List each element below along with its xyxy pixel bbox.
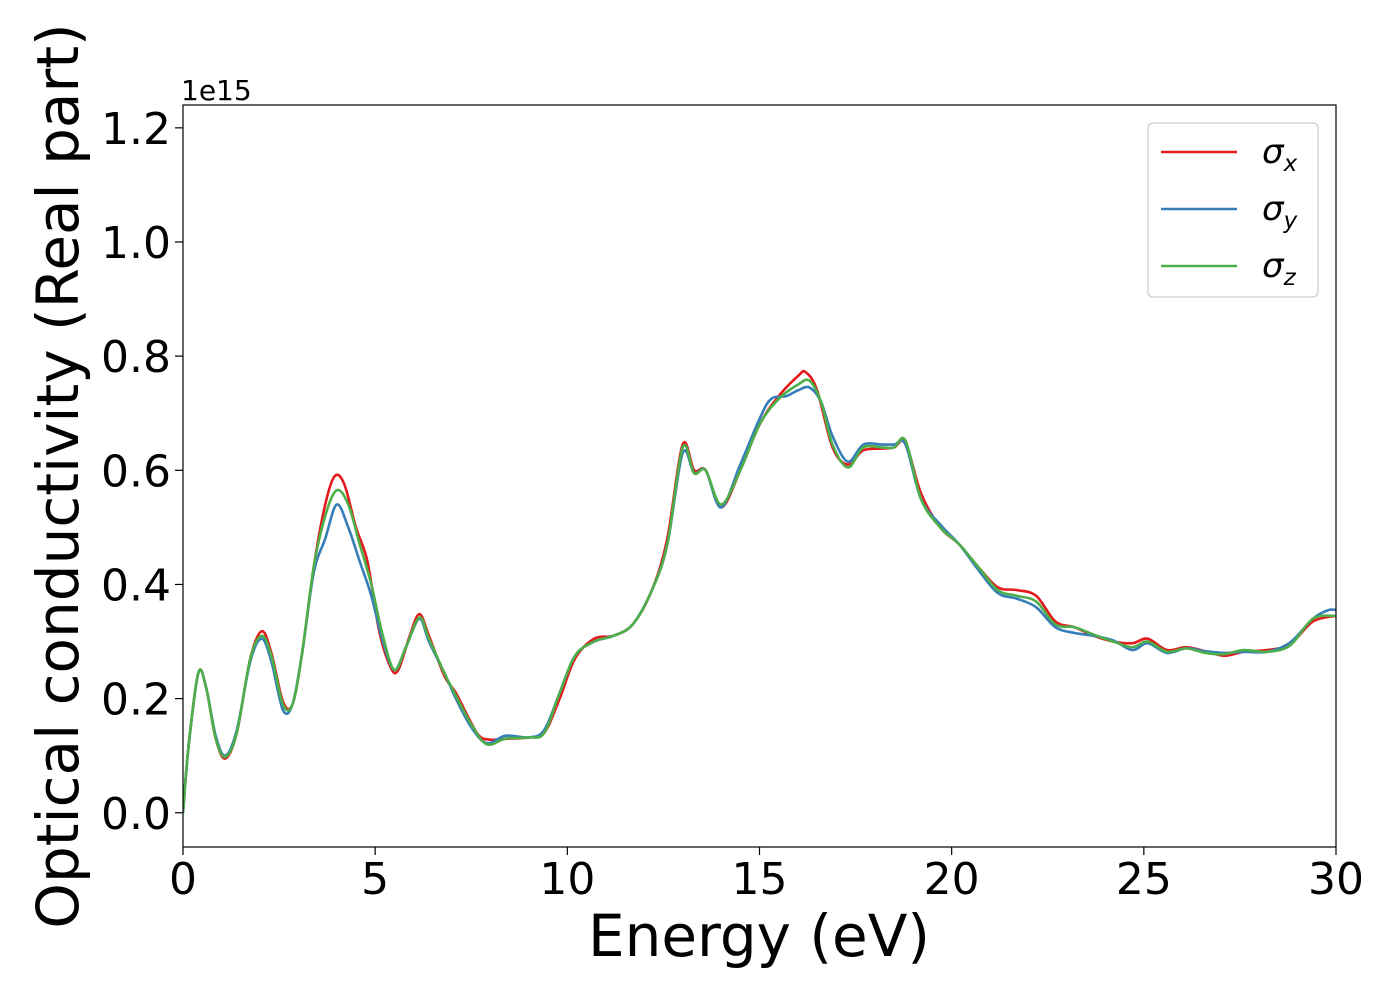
x-tick-label: 30: [1308, 854, 1364, 905]
x-axis-label: Energy (eV): [588, 902, 930, 970]
y-tick-label: 0.8: [101, 332, 171, 383]
x-tick-label: 5: [361, 854, 389, 905]
series-line-x: [183, 369, 1336, 813]
y-tick-label: 0.2: [101, 675, 171, 726]
legend-label-x: σx: [1262, 132, 1298, 177]
x-tick-label: 25: [1116, 854, 1172, 905]
x-tick-label: 20: [924, 854, 980, 905]
y-axis-label: Optical conductivity (Real part): [24, 23, 92, 928]
y-tick-label: 1.0: [101, 218, 171, 269]
y-offset-label: 1e15: [181, 74, 252, 107]
series-line-y: [183, 385, 1336, 813]
legend-label-z: σz: [1262, 246, 1297, 291]
legend-label-y: σy: [1262, 189, 1298, 234]
legend[interactable]: σx σy σz: [1147, 122, 1319, 298]
series-layer: [183, 369, 1336, 813]
y-tick-label: 0.0: [101, 789, 171, 840]
axes-layer: 0 5 10 15 20 25 30 0.0 0.2 0.4 0.6 0.8 1.0 1.2: [101, 104, 1364, 905]
x-tick-label: 15: [732, 854, 788, 905]
series-line-z: [183, 378, 1336, 813]
legend-items: σx σy σz: [1161, 132, 1298, 291]
y-tick-label: 1.2: [101, 104, 171, 155]
y-tick-label: 0.4: [101, 560, 171, 611]
x-tick-label: 0: [169, 854, 197, 905]
y-tick-label: 0.6: [101, 446, 171, 497]
x-tick-label: 10: [539, 854, 595, 905]
